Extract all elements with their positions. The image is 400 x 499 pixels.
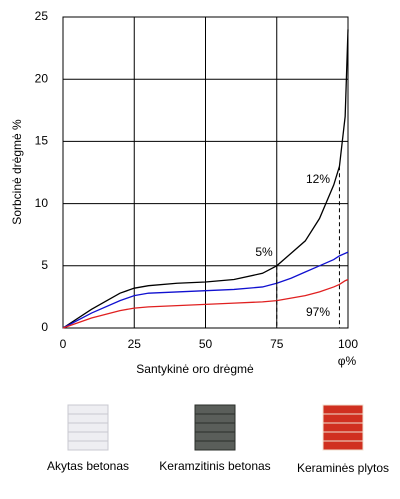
legend-icon — [67, 404, 109, 451]
legend-icon — [322, 404, 364, 451]
legend-label: Keramzitinis betonas — [159, 459, 270, 473]
x-tick-label: 50 — [199, 337, 213, 351]
annotation: 97% — [306, 305, 330, 319]
annotation: 5% — [255, 245, 273, 259]
y-tick-label: 25 — [35, 9, 49, 23]
x-tick-label: 25 — [128, 337, 142, 351]
x-tick-label: 0 — [60, 337, 67, 351]
y-tick-label: 20 — [35, 71, 49, 85]
series-line — [62, 251, 349, 329]
y-tick-label: 10 — [35, 196, 49, 210]
y-tick-label: 5 — [41, 258, 48, 272]
x-axis-label: Santykinė oro drėgmė — [136, 362, 254, 376]
legend-label: Keraminės plytos — [297, 461, 389, 475]
x-tick-label: 75 — [270, 337, 284, 351]
y-tick-label: 15 — [35, 134, 49, 148]
legend-icon — [194, 404, 236, 451]
x-tick-label: 100 — [338, 337, 358, 351]
series-line — [62, 29, 349, 329]
y-axis-label: Sorbcinė drėgmė % — [10, 119, 24, 225]
x-unit: φ% — [338, 354, 357, 368]
annotation: 12% — [306, 172, 330, 186]
series-line — [62, 278, 349, 329]
y-tick-label: 0 — [41, 320, 48, 334]
legend-label: Akytas betonas — [47, 459, 129, 473]
